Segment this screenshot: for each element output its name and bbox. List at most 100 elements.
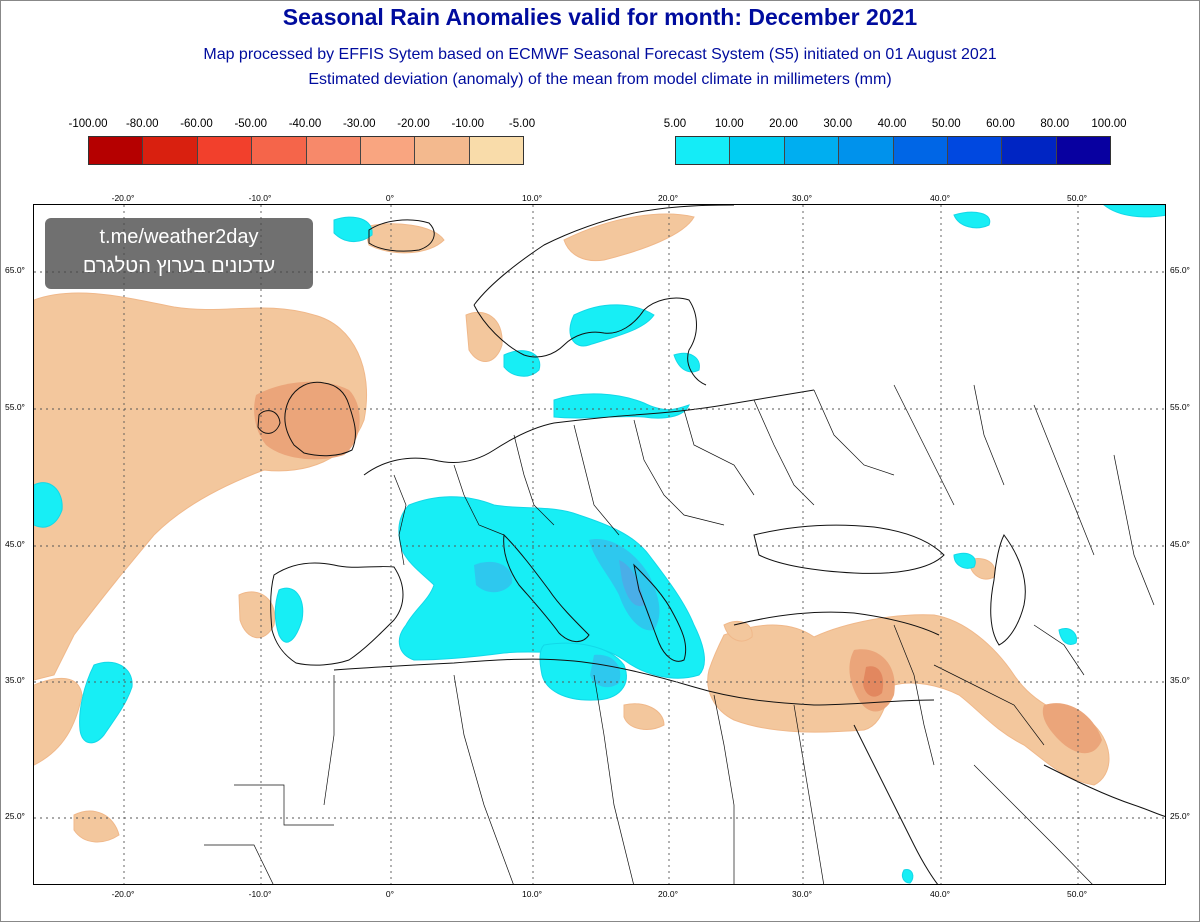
- legend_positive-label: 30.00: [823, 118, 853, 130]
- latitude-tick-label: 35.0°: [5, 675, 25, 685]
- wet-area-atlantic-west: [34, 482, 63, 528]
- dry-anomaly-core: [863, 666, 884, 697]
- dry-area-atlantic-north: [34, 292, 368, 681]
- wet-area-norway-sea: [569, 304, 655, 347]
- watermark-telegram-link[interactable]: t.me/weather2day: [99, 226, 259, 248]
- legend_negative-label: -10.00: [451, 118, 485, 130]
- wet-area-italy-balkans: [398, 496, 705, 679]
- legend_positive-label: 40.00: [877, 118, 907, 130]
- legend_negative-label: -50.00: [234, 118, 268, 130]
- latitude-tick-label: 55.0°: [1170, 402, 1190, 412]
- legend_positive-label: 80.00: [1040, 118, 1070, 130]
- longitude-tick-label: 20.0°: [658, 193, 678, 203]
- longitude-tick-label: 40.0°: [930, 193, 950, 203]
- legend_positive-label: 5.00: [663, 118, 687, 130]
- legend_negative-label: -5.00: [508, 118, 536, 130]
- legend_negative-label: -20.00: [397, 118, 430, 130]
- coast-mainland-europe: [363, 389, 815, 476]
- dry-area-atlantic-south: [73, 810, 120, 843]
- legend_positive-swatch: [676, 137, 731, 164]
- longitude-tick-label: 50.0°: [1067, 193, 1087, 203]
- wet-area-red-sea: [901, 868, 914, 884]
- legend_negative-label: -30.00: [342, 118, 376, 130]
- legend-negative-colorbar: [88, 136, 524, 165]
- legend_positive-swatch: [839, 137, 894, 164]
- legend_negative-swatch: [360, 137, 416, 164]
- map-title: Seasonal Rain Anomalies valid for month:…: [282, 4, 918, 30]
- coast-turkey: [733, 611, 940, 636]
- dry-area-norway-coast: [465, 311, 503, 362]
- dry-area-iberia-west: [238, 591, 276, 638]
- legend_negative-swatch: [469, 137, 523, 164]
- legend_negative-swatch: [197, 137, 253, 164]
- watermark-overlay: t.me/weather2day עדכונים בערוץ הטלגרם: [45, 218, 313, 289]
- longitude-tick-label: 30.0°: [792, 889, 812, 899]
- longitude-tick-label: 50.0°: [1067, 889, 1087, 899]
- wet-area-iceland-south: [333, 216, 373, 242]
- legend_negative-label: -40.00: [288, 118, 322, 130]
- dry-area-gulf: [1042, 703, 1102, 754]
- coast-iberia: [270, 562, 404, 666]
- longitude-tick-label: 40.0°: [930, 889, 950, 899]
- wet-area-caspian-east: [1058, 628, 1078, 645]
- latitude-tick-label: 65.0°: [1170, 265, 1190, 275]
- legend_negative-label: -60.00: [180, 118, 213, 130]
- legend_positive-label: 50.00: [931, 118, 961, 130]
- wet-area-arctic-east-2: [1103, 205, 1165, 218]
- coast-balkans-greece: [633, 563, 687, 662]
- wet-area-turkey-north: [953, 552, 976, 569]
- dry-area-iceland: [363, 223, 445, 254]
- coast-iceland: [368, 219, 435, 252]
- legend_positive-swatch: [1002, 137, 1057, 164]
- legend_positive-label: 100.00: [1091, 118, 1127, 130]
- legend_positive-swatch: [730, 137, 785, 164]
- wet-anomaly-core: [619, 560, 644, 607]
- latitude-tick-label: 25.0°: [1170, 811, 1190, 821]
- wet-area-ligurian: [474, 561, 513, 593]
- dry-area-libya: [623, 703, 665, 730]
- legend-positive-labels: 5.00 10.00 20.00 30.00 40.00 50.00 60.00 80.00 1…: [664, 118, 1127, 134]
- coast-red-sea: [853, 724, 939, 884]
- longitude-tick-label: 0°: [385, 193, 395, 203]
- latitude-tick-label: 55.0°: [5, 402, 25, 412]
- map-panel[interactable]: [33, 204, 1166, 885]
- longitude-tick-label: -10.0°: [248, 889, 272, 899]
- longitude-tick-label: -20.0°: [111, 889, 135, 899]
- longitude-tick-label: 20.0°: [658, 889, 678, 899]
- dry-core-levant: [863, 666, 884, 697]
- latitude-tick-label: 35.0°: [1170, 675, 1190, 685]
- latitude-tick-label: 25.0°: [5, 811, 25, 821]
- latitude-tick-label: 65.0°: [5, 265, 25, 275]
- dry-area-east-med: [707, 614, 1110, 786]
- legend_positive-label: 20.00: [769, 118, 798, 130]
- legend_positive-swatch: [947, 137, 1003, 164]
- coast-italy: [503, 533, 590, 642]
- coast-persian-gulf: [1043, 764, 1165, 817]
- legend-negative-labels: -100.00 -80.00 -60.00 -50.00 -40.00 -30.00 -20…: [68, 118, 535, 134]
- dry-area-norway-sea: [563, 213, 695, 262]
- legend_positive-swatch: [784, 137, 840, 164]
- anomaly-map: [34, 205, 1165, 884]
- legend-positive-anomaly: 5.00 10.00 20.00 30.00 40.00 50.00 60.00 80.00 1…: [664, 118, 1127, 166]
- longitude-tick-label: -20.0°: [111, 193, 135, 203]
- coast-british-isles: [257, 381, 356, 457]
- dry-area-atlantic-west: [34, 677, 83, 766]
- legend-negative-anomaly: -100.00 -80.00 -60.00 -50.00 -40.00 -30.00 -20…: [68, 118, 535, 166]
- country-borders: [204, 384, 1155, 884]
- dry-area-aegean: [723, 621, 753, 642]
- longitude-tick-label: 10.0°: [522, 193, 542, 203]
- wet-area-arctic-east: [953, 211, 991, 229]
- legend_negative-swatch: [89, 137, 144, 164]
- longitude-tick-label: 0°: [385, 889, 395, 899]
- dry-anomaly-stronger: [254, 381, 1102, 754]
- legend_negative-label: -80.00: [125, 118, 159, 130]
- legend_positive-swatch: [1056, 137, 1110, 164]
- latitude-tick-label: 45.0°: [5, 539, 25, 549]
- coast-scandinavia: [473, 205, 735, 386]
- wet-area-iberia-east: [274, 587, 304, 643]
- legend_negative-swatch: [252, 137, 307, 164]
- longitude-tick-label: 30.0°: [792, 193, 812, 203]
- watermark-hebrew-caption: עדכונים בערוץ הטלגרם: [82, 255, 276, 277]
- coast-north-africa: [333, 658, 935, 706]
- legend_positive-swatch: [893, 137, 948, 164]
